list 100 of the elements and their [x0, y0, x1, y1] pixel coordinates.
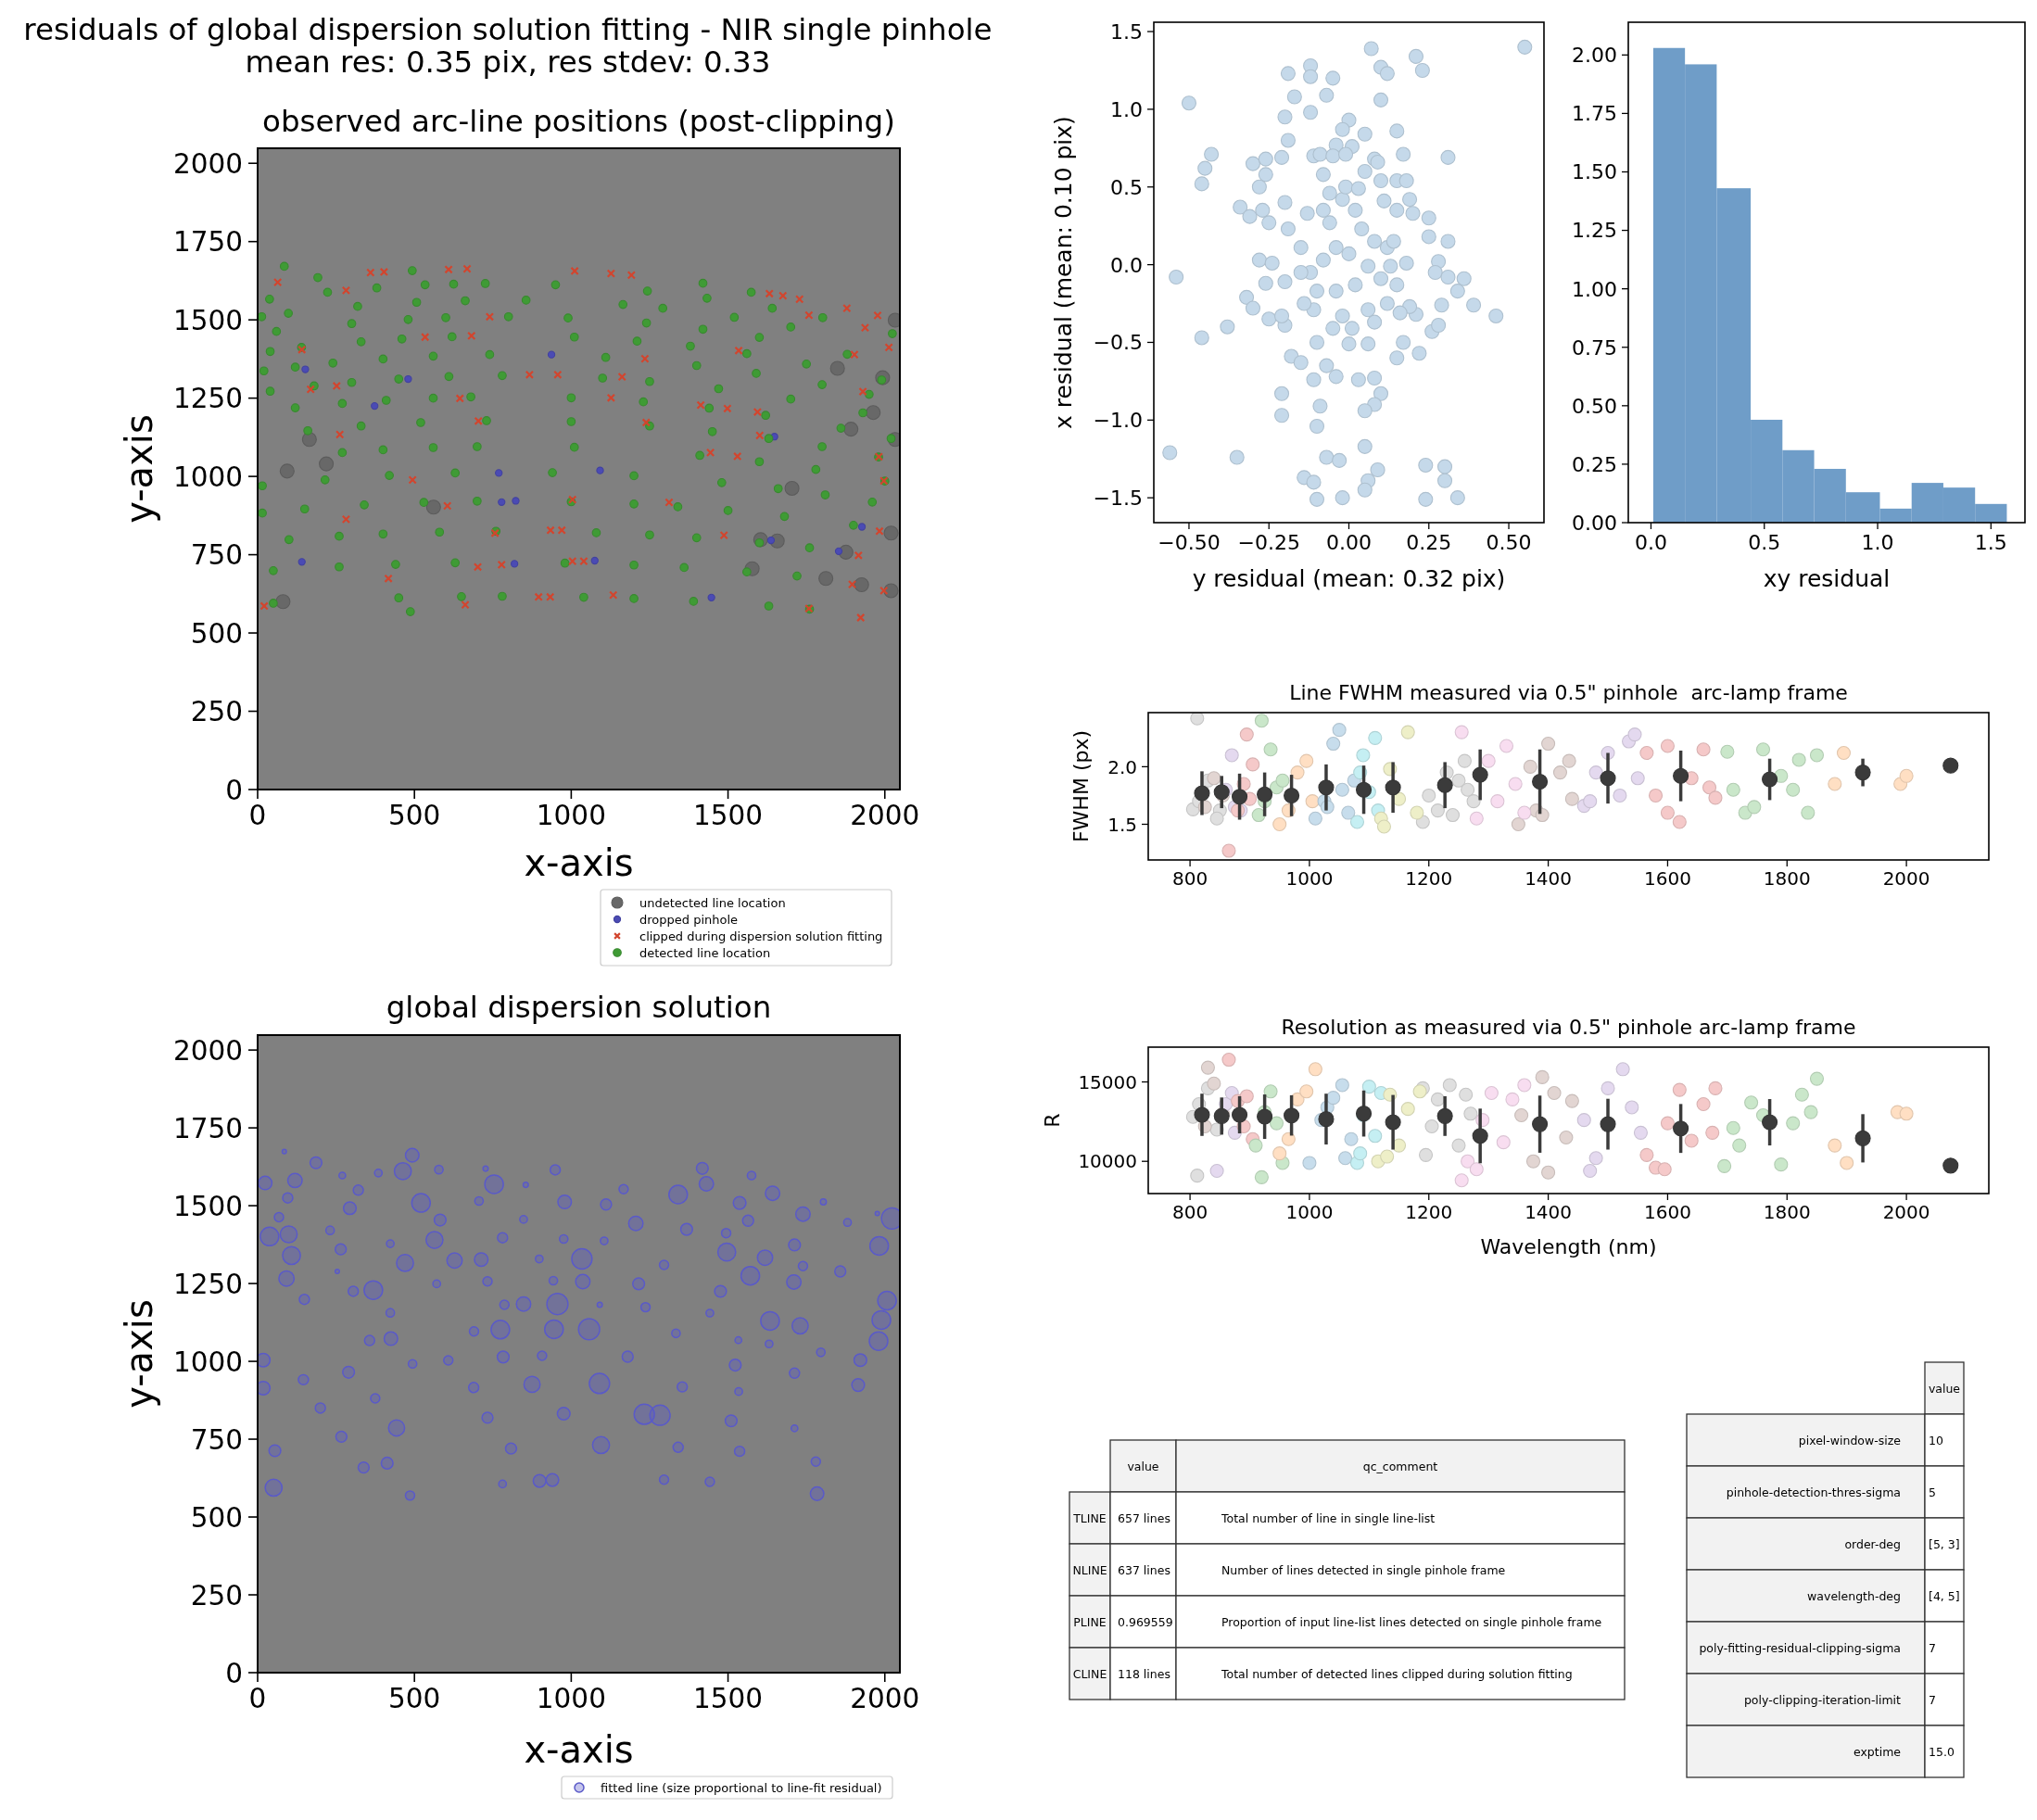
- point: [1583, 794, 1598, 809]
- category-label: NLINE: [1072, 1562, 1107, 1577]
- point: [1239, 1089, 1254, 1104]
- chart-title: Resolution as measured via 0.5" pinhole arc-lamp frame: [1281, 1015, 1856, 1039]
- point: [279, 463, 295, 479]
- point: [1673, 767, 1689, 784]
- point: [1705, 1125, 1720, 1140]
- point: [1239, 727, 1254, 742]
- point: [1326, 1091, 1341, 1106]
- point: [1942, 1157, 1959, 1174]
- point: [1840, 1156, 1854, 1170]
- y-tick-label: 1250: [172, 383, 243, 415]
- y-tick-label: 500: [190, 617, 243, 650]
- x-tick-label: 1000: [1285, 1201, 1334, 1224]
- point: [1484, 1085, 1499, 1101]
- point: [1535, 1069, 1550, 1084]
- point: [1532, 1116, 1549, 1132]
- point: [1762, 1114, 1778, 1131]
- point: [512, 497, 520, 505]
- text: 0.969559: [1118, 1614, 1173, 1629]
- y-tick-label: 0.25: [1572, 452, 1617, 476]
- category-label: value: [1127, 1459, 1159, 1473]
- point: [1451, 773, 1466, 788]
- point: [1532, 773, 1549, 790]
- point: [1254, 1169, 1269, 1184]
- category-label: value: [1928, 1381, 1961, 1396]
- text: 5: [1929, 1485, 1936, 1499]
- y-tick-label: 1.75: [1572, 102, 1617, 126]
- y-tick-label: 250: [190, 1579, 243, 1611]
- point: [1461, 782, 1475, 797]
- y-tick-label: −1.0: [1093, 409, 1143, 433]
- point: [1726, 782, 1740, 797]
- y-tick-label: 1750: [172, 1112, 243, 1144]
- point: [1335, 1078, 1349, 1093]
- x-tick-label: 2000: [850, 800, 920, 832]
- chart-title: observed arc-line positions (post-clipping): [262, 103, 895, 139]
- point: [297, 558, 306, 566]
- point: [1499, 739, 1514, 753]
- point: [596, 466, 604, 474]
- point: [1430, 803, 1445, 818]
- x-tick-label: 800: [1172, 1201, 1208, 1224]
- point: [1224, 748, 1239, 763]
- point: [510, 560, 519, 568]
- y-tick-label: 1.50: [1572, 160, 1617, 184]
- point: [1308, 811, 1322, 826]
- point: [1284, 787, 1300, 803]
- text: Proportion of input line-list lines detected on single pinhole frame: [1221, 1614, 1602, 1629]
- point: [784, 480, 800, 496]
- text: residuals of global dispersion solution fitting - NIR single pinhole: [23, 11, 993, 47]
- point: [1660, 739, 1675, 753]
- y-tick-label: 1.5: [1110, 19, 1143, 44]
- text: 637 lines: [1118, 1562, 1170, 1577]
- x-tick-label: 1000: [536, 1683, 606, 1715]
- point: [1430, 1092, 1445, 1106]
- y-tick-label: 1000: [172, 461, 243, 493]
- point: [1299, 1084, 1314, 1099]
- point: [1720, 744, 1735, 759]
- point: [1332, 723, 1347, 738]
- point: [1523, 759, 1537, 774]
- point: [301, 365, 310, 373]
- x-tick-label: 1800: [1763, 867, 1811, 891]
- point: [707, 593, 715, 602]
- y-tick-label: 1.25: [1572, 219, 1617, 243]
- y-tick-label: 10000: [1078, 1150, 1137, 1173]
- point: [1625, 1100, 1639, 1115]
- point: [1803, 1105, 1818, 1119]
- point: [1200, 1060, 1215, 1075]
- y-tick-label: 2000: [172, 147, 243, 180]
- point: [1257, 1108, 1273, 1125]
- y-tick-label: 1500: [172, 304, 243, 336]
- point: [1305, 794, 1320, 809]
- point: [1472, 1128, 1488, 1144]
- text: Total number of line in single line-list: [1221, 1510, 1436, 1525]
- point: [1481, 753, 1496, 768]
- point: [1854, 1130, 1871, 1146]
- point: [1684, 1133, 1699, 1148]
- category-label: order-deg: [1844, 1536, 1901, 1551]
- text: 7: [1929, 1640, 1936, 1655]
- point: [1445, 808, 1461, 823]
- y-tick-label: 1250: [172, 1268, 243, 1300]
- y-axis-title: R: [1040, 1113, 1064, 1128]
- x-tick-label: 500: [388, 800, 441, 832]
- point: [590, 556, 599, 565]
- point: [1541, 736, 1556, 752]
- point: [1600, 1116, 1616, 1132]
- point: [1696, 742, 1711, 757]
- point: [1194, 1106, 1210, 1123]
- point: [1514, 1107, 1529, 1123]
- point: [1263, 1084, 1278, 1099]
- text: 657 lines: [1118, 1510, 1170, 1525]
- x-tick-label: −0.25: [1237, 530, 1300, 554]
- point: [1794, 1087, 1809, 1102]
- y-tick-label: 2.00: [1572, 44, 1617, 68]
- y-tick-label: 0.0: [1110, 253, 1143, 277]
- x-tick-label: 1800: [1763, 1201, 1811, 1224]
- x-tick-label: 1400: [1525, 867, 1573, 891]
- point: [1708, 790, 1723, 805]
- point: [1762, 771, 1778, 788]
- y-axis-title: FWHM (px): [1069, 729, 1093, 843]
- legend-label: clipped during dispersion solution fitting: [639, 929, 883, 943]
